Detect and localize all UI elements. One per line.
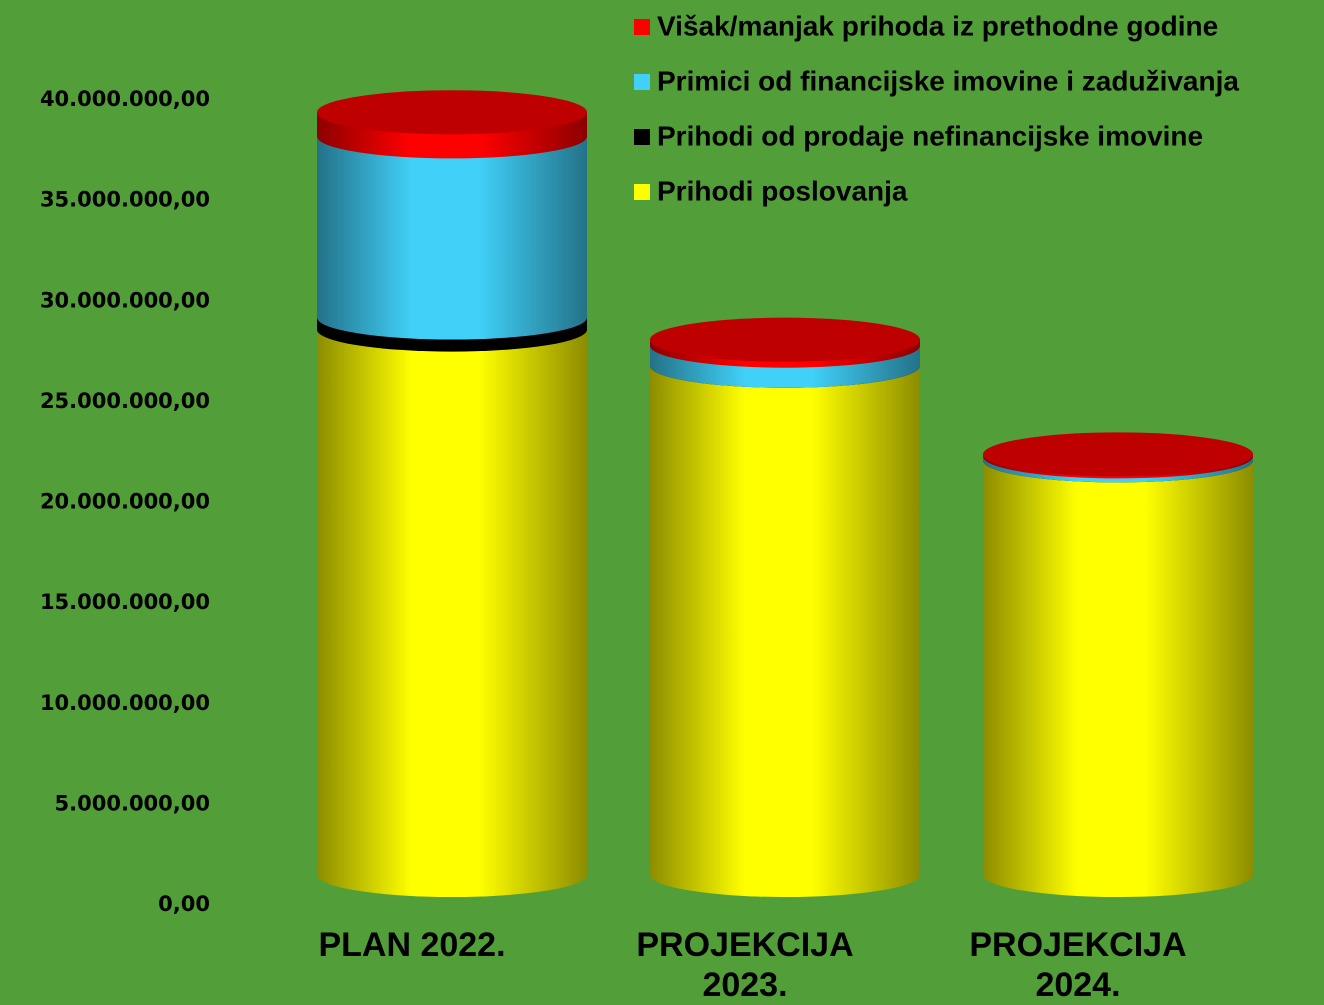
- cylinder-top: [650, 317, 920, 362]
- legend-label: Primici od financijske imovine i zaduživ…: [657, 65, 1239, 96]
- legend-label: Prihodi od prodaje nefinancijske imovine: [657, 120, 1203, 151]
- y-tick-label: 10.000.000,00: [40, 691, 210, 715]
- cylinder-segment: [983, 460, 1253, 897]
- cylinder-segment: [317, 329, 587, 897]
- cylinder-top: [317, 90, 587, 135]
- y-tick-label: 20.000.000,00: [40, 490, 210, 514]
- legend-swatch: [634, 19, 650, 35]
- legend-swatch: [634, 74, 650, 90]
- y-tick-label: 30.000.000,00: [40, 288, 210, 312]
- y-tick-label: 35.000.000,00: [40, 188, 210, 212]
- y-tick-label: 0,00: [158, 892, 210, 916]
- y-tick-label: 5.000.000,00: [55, 791, 210, 815]
- x-tick-label: PROJEKCIJA 2024.: [969, 926, 1187, 1004]
- x-tick-label: PLAN 2022.: [318, 926, 506, 964]
- legend-swatch: [634, 129, 650, 145]
- legend-label: Prihodi poslovanja: [657, 175, 908, 206]
- y-tick-label: 25.000.000,00: [40, 389, 210, 413]
- cylinder-segment: [317, 136, 587, 340]
- y-tick-label: 15.000.000,00: [40, 590, 210, 614]
- legend-label: Višak/manjak prihoda iz prethodne godine: [657, 10, 1218, 41]
- x-tick-label: PROJEKCIJA 2023.: [636, 926, 854, 1004]
- cylinder-top: [983, 432, 1253, 477]
- y-tick-label: 40.000.000,00: [40, 87, 210, 111]
- legend-swatch: [634, 184, 650, 200]
- cylinder-segment: [650, 365, 920, 897]
